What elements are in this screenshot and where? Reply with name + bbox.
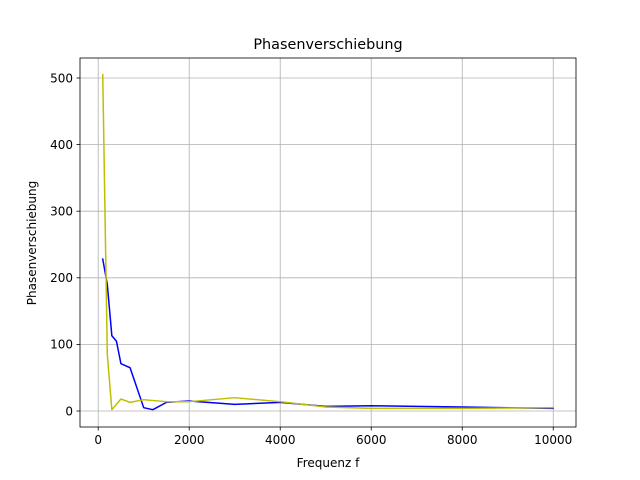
- chart-title: Phasenverschiebung: [253, 37, 402, 53]
- y-tick-label: 300: [50, 204, 73, 218]
- y-tick-label: 100: [50, 338, 73, 352]
- series-line-2: [101, 73, 555, 411]
- series-line-1: [101, 258, 555, 411]
- grid-lines: [80, 58, 576, 427]
- series-group: [101, 73, 555, 411]
- axis-ticks: 0 2000 4000 6000 8000 10000 0 100 200 300 400 500: [50, 71, 572, 447]
- y-tick-label: 200: [50, 271, 73, 285]
- y-axis-label: Phasenverschiebung: [25, 181, 39, 305]
- x-tick-label: 8000: [447, 433, 478, 447]
- x-tick-label: 0: [94, 433, 102, 447]
- plot-frame: [79, 57, 577, 428]
- y-tick-label: 0: [65, 404, 73, 418]
- plot-area: [80, 58, 576, 427]
- x-tick-label: 10000: [534, 433, 572, 447]
- x-tick-label: 2000: [174, 433, 205, 447]
- x-tick-label: 6000: [356, 433, 387, 447]
- x-axis-label: Frequenz f: [297, 456, 360, 470]
- y-tick-label: 500: [50, 71, 73, 85]
- y-tick-label: 400: [50, 138, 73, 152]
- x-tick-label: 4000: [265, 433, 296, 447]
